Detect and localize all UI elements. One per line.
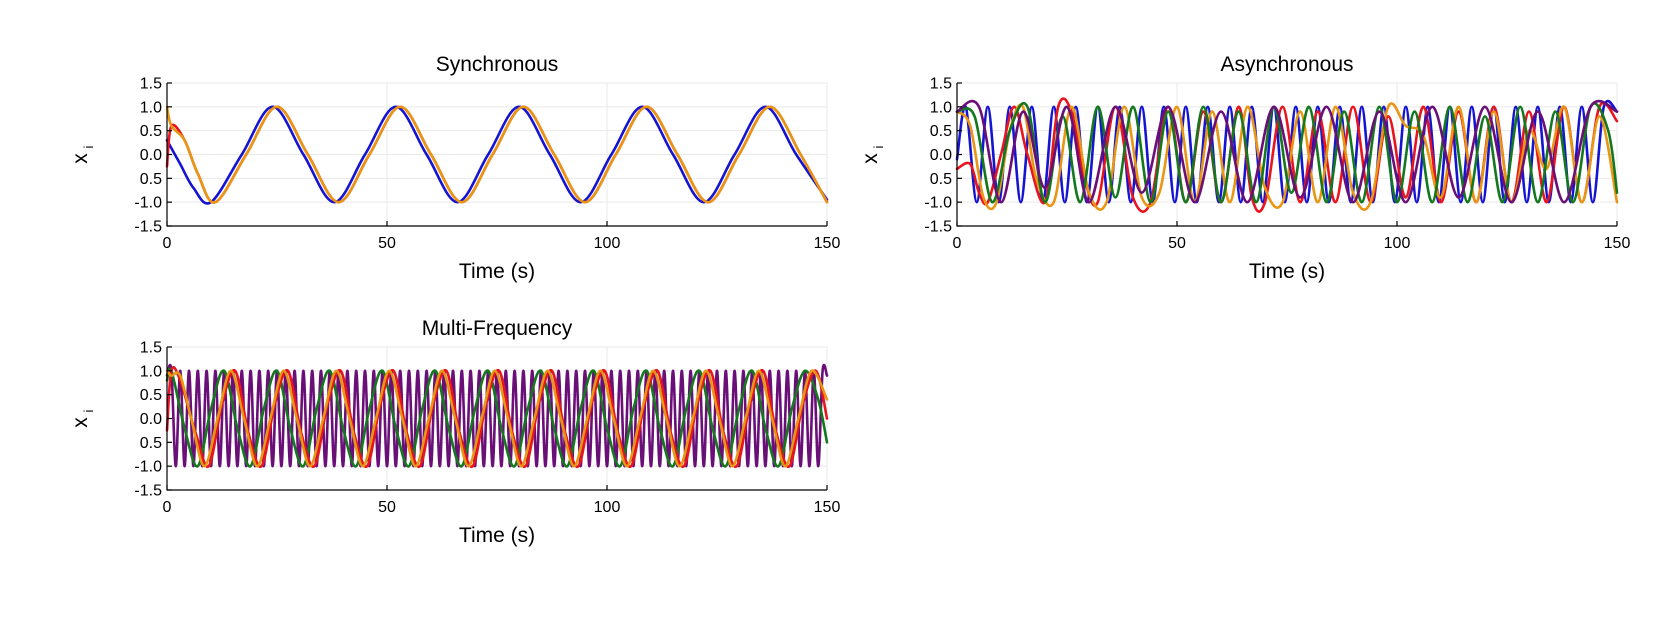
series-line-3 [955,101,1619,204]
y-tick-label: 1.5 [930,76,952,93]
series-line-0 [165,105,829,205]
y-tick-label: 0.5 [140,387,162,404]
x-tick-label: 100 [594,499,621,516]
x-tick-label: 0 [163,499,172,516]
panel-multi-frequency: 0 50 100 150 -1.5 -1.0 0.5 0.0 0.5 1.0 1.5 Multi-Fr… [69,317,840,547]
y-tick-label: 0.5 [930,123,952,140]
x-axis-label: Time (s) [1249,260,1325,283]
y-axis-label: xi [69,146,96,164]
x-tick-label: 150 [814,499,841,516]
y-tick-label: 1.5 [140,340,162,357]
y-axis-label-subscript: i [81,410,96,413]
series-line-2 [165,105,829,204]
panel-synchronous: 0 50 100 150 -1.5 -1.0 0.5 0.0 0.5 1.0 1.5 Synchron… [69,53,840,283]
x-axis-label: Time (s) [459,524,535,547]
x-tick-label: 100 [594,235,621,252]
y-tick-label: 0.5 [930,171,952,188]
y-tick-label: 0.5 [140,123,162,140]
series-line-4 [955,99,1619,204]
series-line-0 [955,99,1619,204]
y-tick-label: 0.0 [140,147,162,164]
y-tick-label: 1.0 [930,99,952,116]
y-tick-label: 0.5 [140,435,162,452]
y-tick-label: 1.5 [140,76,162,93]
panel-asynchronous: 0 50 100 150 -1.5 -1.0 0.5 0.0 0.5 1.0 1.5 Asynchro… [859,53,1630,283]
x-tick-label: 0 [953,235,962,252]
series-line-1 [165,367,829,468]
y-tick-label: 0.0 [930,147,952,164]
x-tick-label: 150 [814,235,841,252]
x-axis-label: Time (s) [459,260,535,283]
y-axis-label: xi [859,146,886,164]
y-tick-label: -1.5 [924,219,952,236]
x-tick-label: 50 [378,499,396,516]
y-tick-label: -1.0 [134,459,162,476]
y-axis-label-text: x [69,153,92,164]
y-tick-label: -1.0 [924,195,952,212]
y-axis-label-subscript: i [81,146,96,149]
x-tick-label: 50 [1168,235,1186,252]
y-tick-label: -1.5 [134,219,162,236]
chart-title: Asynchronous [1220,53,1353,76]
y-tick-label: 0.5 [140,171,162,188]
y-tick-label: 1.0 [140,99,162,116]
series-line-3 [165,369,829,468]
y-axis-label-subscript: i [871,146,886,149]
x-tick-label: 0 [163,235,172,252]
series-line-2 [165,366,829,469]
y-tick-label: 1.0 [140,363,162,380]
x-tick-label: 150 [1604,235,1631,252]
y-tick-label: -1.0 [134,195,162,212]
y-axis-label: xi [69,410,96,428]
x-tick-label: 50 [378,235,396,252]
chart-title: Synchronous [436,53,559,76]
y-tick-label: -1.5 [134,483,162,500]
series-line-2 [955,102,1619,211]
x-tick-label: 100 [1384,235,1411,252]
chart-title: Multi-Frequency [422,317,573,340]
y-tick-label: 0.0 [140,411,162,428]
y-axis-label-text: x [69,417,92,428]
y-axis-label-text: x [859,153,882,164]
